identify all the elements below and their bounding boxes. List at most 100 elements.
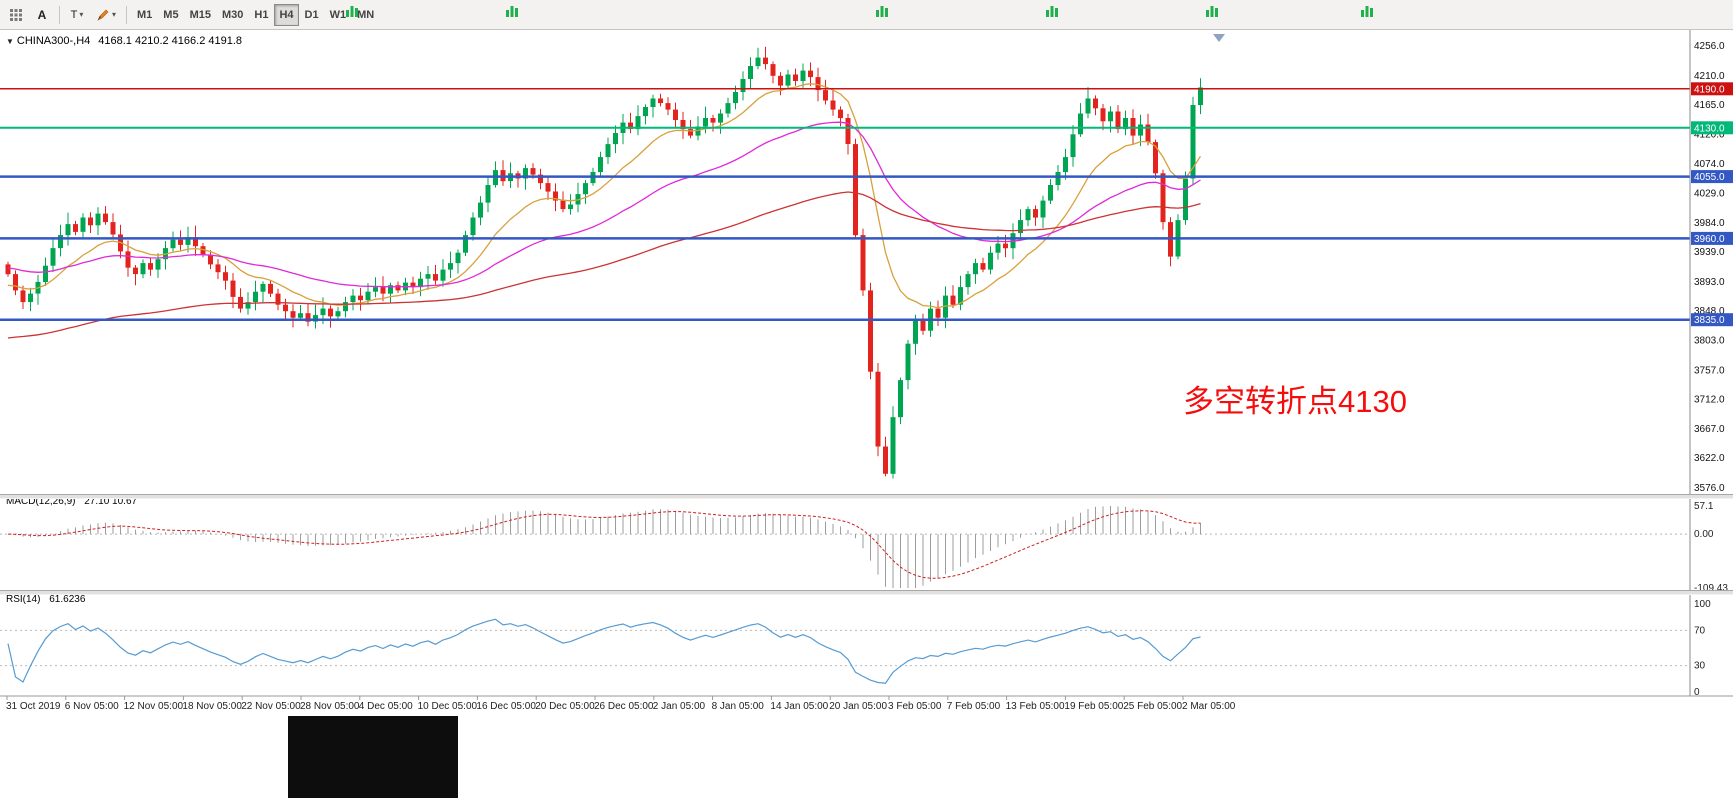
price-tick-label: 3984.0 bbox=[1694, 218, 1725, 229]
date-tick-label: 6 Nov 05:00 bbox=[65, 701, 119, 712]
toolbar: A T ▾ ▾ M1 M5 M15 M30 H1 H4 D1 W1 MN bbox=[0, 0, 1733, 30]
toolbar-separator bbox=[126, 5, 128, 24]
desktop-background bbox=[0, 714, 1733, 798]
price-tick-label: 3893.0 bbox=[1694, 277, 1725, 288]
date-tick-label: 7 Feb 05:00 bbox=[947, 701, 1001, 712]
mini-chart-icon bbox=[1045, 4, 1059, 18]
date-tick-label: 3 Feb 05:00 bbox=[888, 701, 942, 712]
candles-layer bbox=[5, 46, 1203, 479]
price-tick-label: 4029.0 bbox=[1694, 189, 1725, 200]
date-tick-label: 22 Nov 05:00 bbox=[241, 701, 301, 712]
axis-layer: 4256.0 4210.0 4165.0 4120.0 4074.0 4029.0 3984… bbox=[1689, 30, 1733, 714]
chart-title: ▼ CHINA300-,H4 4168.1 4210.2 4166.2 4191.8 bbox=[6, 35, 242, 47]
macd-label: MACD(12,26,9) 27.10 10.67 bbox=[6, 496, 137, 507]
rsi-label: RSI(14) 61.6236 bbox=[6, 594, 85, 605]
price-marker-label: 4190.0 bbox=[1694, 84, 1725, 95]
price-tick-label: 4074.0 bbox=[1694, 159, 1725, 170]
panel-separator[interactable] bbox=[0, 590, 1733, 595]
price-marker-label: 4130.0 bbox=[1694, 123, 1725, 134]
price-tick-label: 3848.0 bbox=[1694, 306, 1725, 317]
date-tick-label: 14 Jan 05:00 bbox=[770, 701, 828, 712]
macd-axis-label: -109.43 bbox=[1694, 583, 1728, 594]
text-tool-label: T bbox=[70, 8, 78, 21]
date-tick-label: 19 Feb 05:00 bbox=[1064, 701, 1123, 712]
toolbar-separator bbox=[59, 5, 60, 24]
timeframe-button-W1[interactable]: W1 bbox=[325, 4, 352, 26]
chart-canvas[interactable]: 4256.0 4210.0 4165.0 4120.0 4074.0 4029.0 3984… bbox=[0, 30, 1733, 714]
rsi-layer bbox=[0, 618, 1690, 684]
rsi-axis-label: 100 bbox=[1694, 599, 1711, 610]
price-tick-label: 3712.0 bbox=[1694, 395, 1725, 406]
slow-ma bbox=[7, 191, 1201, 339]
grid-icon bbox=[10, 8, 22, 21]
price-marker-badge bbox=[1691, 231, 1733, 245]
hlines-layer bbox=[0, 88, 1690, 321]
timeframe-group: M1 M5 M15 M30 H1 H4 D1 W1 MN bbox=[132, 3, 379, 26]
mini-chart-icon bbox=[1360, 4, 1374, 18]
medium-ma bbox=[7, 121, 1201, 288]
chevron-down-icon: ▾ bbox=[79, 9, 84, 19]
mini-chart-icon bbox=[345, 4, 359, 18]
price-tick-label: 3667.0 bbox=[1694, 424, 1725, 435]
background-window-fragment[interactable] bbox=[288, 716, 458, 798]
date-tick-label: 4 Dec 05:00 bbox=[359, 701, 413, 712]
date-tick-label: 20 Jan 05:00 bbox=[829, 701, 887, 712]
date-tick-label: 2 Mar 05:00 bbox=[1182, 701, 1236, 712]
date-tick-label: 26 Dec 05:00 bbox=[594, 701, 654, 712]
date-tick-label: 2 Jan 05:00 bbox=[653, 701, 706, 712]
date-tick-label: 20 Dec 05:00 bbox=[535, 701, 595, 712]
price-marker-badge bbox=[1691, 82, 1733, 96]
panel-separator[interactable] bbox=[0, 494, 1733, 499]
timeframe-button-H4[interactable]: H4 bbox=[274, 3, 299, 26]
mini-chart-icon bbox=[505, 4, 519, 18]
macd-axis-label: 0.00 bbox=[1694, 529, 1714, 540]
macd-signal-line bbox=[7, 510, 1201, 579]
crayon-icon bbox=[97, 9, 109, 21]
price-marker-label: 4055.0 bbox=[1694, 172, 1725, 183]
price-tick-label: 4256.0 bbox=[1694, 41, 1725, 52]
macd-values: 27.10 10.67 bbox=[84, 496, 138, 507]
ohlc-values: 4168.1 4210.2 4166.2 4191.8 bbox=[98, 35, 243, 47]
timeframe-button-M30[interactable]: M30 bbox=[217, 4, 248, 26]
timeframe-button-M15[interactable]: M15 bbox=[185, 4, 216, 26]
shift-marker-icon[interactable] bbox=[1213, 34, 1225, 42]
symbol-label: CHINA300-,H4 bbox=[16, 35, 91, 47]
rsi-line bbox=[7, 618, 1201, 684]
macd-axis-label: 57.1 bbox=[1694, 501, 1714, 512]
price-tick-label: 3939.0 bbox=[1694, 247, 1725, 258]
rsi-axis-label: 30 bbox=[1694, 661, 1706, 672]
rsi-name: RSI(14) bbox=[6, 594, 41, 605]
text-tool-button[interactable]: T ▾ bbox=[65, 4, 89, 26]
fast-ma bbox=[7, 83, 1202, 309]
grid-tool-button[interactable] bbox=[4, 4, 28, 26]
price-tick-label: 3622.0 bbox=[1694, 453, 1725, 464]
date-tick-label: 31 Oct 2019 bbox=[6, 701, 61, 712]
date-tick-label: 13 Feb 05:00 bbox=[1006, 701, 1065, 712]
date-tick-label: 28 Nov 05:00 bbox=[300, 701, 360, 712]
date-tick-label: 10 Dec 05:00 bbox=[418, 701, 478, 712]
rsi-axis-label: 70 bbox=[1694, 625, 1706, 636]
mini-chart-icon bbox=[875, 4, 889, 18]
chart-window: 4256.0 4210.0 4165.0 4120.0 4074.0 4029.0 3984… bbox=[0, 30, 1733, 714]
collapse-arrow-icon[interactable]: ▼ bbox=[6, 37, 14, 46]
chevron-down-icon: ▾ bbox=[112, 9, 117, 19]
price-tick-label: 4165.0 bbox=[1694, 100, 1725, 111]
timeframe-button-H1[interactable]: H1 bbox=[249, 4, 273, 26]
timeframe-button-M1[interactable]: M1 bbox=[132, 4, 157, 26]
price-marker-badge bbox=[1691, 313, 1733, 327]
price-tick-label: 3803.0 bbox=[1694, 336, 1725, 347]
date-tick-label: 25 Feb 05:00 bbox=[1123, 701, 1182, 712]
crayon-tool-button[interactable]: ▾ bbox=[91, 4, 121, 26]
text-label-tool-button[interactable]: A bbox=[30, 4, 54, 26]
price-tick-label: 4120.0 bbox=[1694, 129, 1725, 140]
timeframe-button-M5[interactable]: M5 bbox=[158, 4, 183, 26]
timeframe-button-MN[interactable]: MN bbox=[352, 4, 379, 26]
price-tick-label: 3576.0 bbox=[1694, 483, 1725, 494]
moving-averages-layer bbox=[7, 83, 1202, 339]
mini-chart-icon bbox=[1205, 4, 1219, 18]
timeframe-button-D1[interactable]: D1 bbox=[300, 4, 324, 26]
price-marker-label: 3960.0 bbox=[1694, 234, 1725, 245]
date-tick-label: 16 Dec 05:00 bbox=[476, 701, 536, 712]
date-tick-label: 12 Nov 05:00 bbox=[124, 701, 184, 712]
